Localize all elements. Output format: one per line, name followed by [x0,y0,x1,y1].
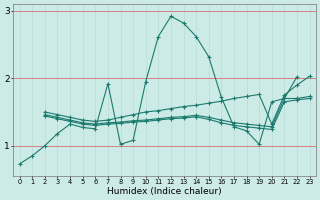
X-axis label: Humidex (Indice chaleur): Humidex (Indice chaleur) [107,187,222,196]
